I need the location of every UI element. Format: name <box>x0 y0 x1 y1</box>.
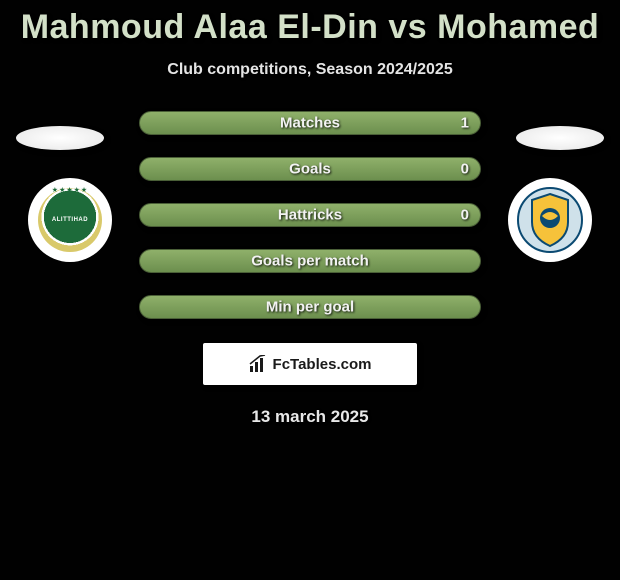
bar-chart-icon <box>249 355 267 373</box>
stat-row-matches: Matches 1 <box>139 111 481 135</box>
stat-label: Min per goal <box>266 299 354 316</box>
page-title: Mahmoud Alaa El-Din vs Mohamed <box>0 0 620 47</box>
stat-label: Matches <box>280 115 340 132</box>
stats-bars: Matches 1 Goals 0 Hattricks 0 Goals per … <box>139 111 481 319</box>
stat-label: Goals per match <box>251 253 369 270</box>
stat-label: Goals <box>289 161 331 178</box>
page-subtitle: Club competitions, Season 2024/2025 <box>0 61 620 79</box>
stat-row-hattricks: Hattricks 0 <box>139 203 481 227</box>
date-text: 13 march 2025 <box>0 407 620 427</box>
attribution: FcTables.com <box>203 343 417 385</box>
stat-row-min-per-goal: Min per goal <box>139 295 481 319</box>
stats-container: Matches 1 Goals 0 Hattricks 0 Goals per … <box>0 111 620 319</box>
stat-row-goals: Goals 0 <box>139 157 481 181</box>
stat-value-right: 1 <box>461 115 469 132</box>
attribution-text: FcTables.com <box>273 356 372 373</box>
stat-value-right: 0 <box>461 161 469 178</box>
stat-value-right: 0 <box>461 207 469 224</box>
stat-label: Hattricks <box>278 207 342 224</box>
stat-row-goals-per-match: Goals per match <box>139 249 481 273</box>
